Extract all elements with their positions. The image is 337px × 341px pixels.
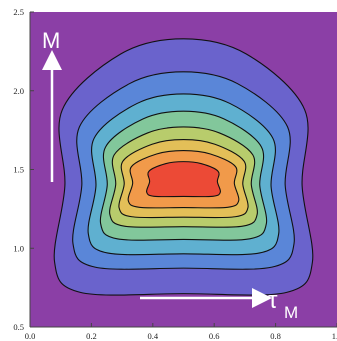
contour-level-8 <box>146 161 221 198</box>
y-tick-label: 2.0 <box>13 86 24 96</box>
x-tick-label: 1.0 <box>332 331 337 341</box>
y-tick-label: 0.5 <box>13 322 24 332</box>
m-label: M <box>42 28 60 53</box>
y-axis-ticks: 0.5 1.0 1.5 2.0 2.5 <box>13 7 34 332</box>
tau-subscript: M <box>284 303 298 322</box>
x-tick-label: 0.6 <box>209 331 220 341</box>
x-tick-label: 0.4 <box>147 331 158 341</box>
contour-layer <box>53 38 314 296</box>
x-axis-ticks: 0.0 0.2 0.4 0.6 0.8 1.0 <box>25 323 337 341</box>
tau-label: τ <box>268 287 278 314</box>
y-tick-label: 2.5 <box>13 7 24 17</box>
y-tick-label: 1.5 <box>13 165 24 175</box>
x-tick-label: 0.2 <box>86 331 97 341</box>
x-tick-label: 0.8 <box>270 331 281 341</box>
x-tick-label: 0.0 <box>25 331 36 341</box>
y-tick-label: 1.0 <box>13 243 24 253</box>
